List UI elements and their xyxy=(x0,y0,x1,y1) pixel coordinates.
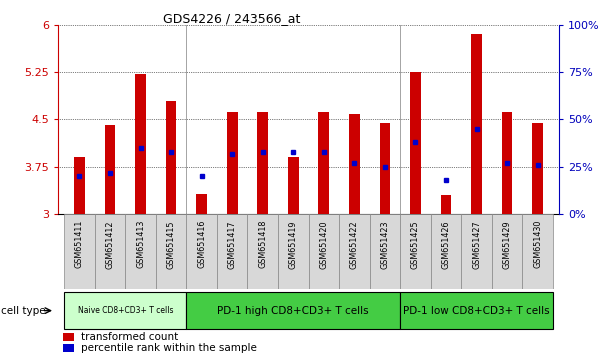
Bar xyxy=(63,344,73,352)
Bar xyxy=(95,214,125,289)
Bar xyxy=(288,157,299,214)
Bar xyxy=(339,214,370,289)
Text: GSM651423: GSM651423 xyxy=(381,220,389,269)
Bar xyxy=(400,214,431,289)
Bar xyxy=(196,194,207,214)
Bar xyxy=(104,125,115,214)
Bar xyxy=(186,214,217,289)
Bar xyxy=(532,122,543,214)
Bar xyxy=(227,112,238,214)
Text: GSM651418: GSM651418 xyxy=(258,220,267,268)
Bar xyxy=(135,74,146,214)
Text: GSM651427: GSM651427 xyxy=(472,220,481,269)
Text: percentile rank within the sample: percentile rank within the sample xyxy=(81,343,257,353)
Bar xyxy=(471,34,482,214)
Bar xyxy=(63,333,73,341)
Bar xyxy=(431,214,461,289)
Text: GSM651412: GSM651412 xyxy=(106,220,114,269)
Bar xyxy=(379,122,390,214)
Bar xyxy=(309,214,339,289)
Text: transformed count: transformed count xyxy=(81,332,178,342)
Bar xyxy=(410,72,421,214)
Text: GSM651429: GSM651429 xyxy=(503,220,511,269)
Bar xyxy=(370,214,400,289)
Bar xyxy=(156,214,186,289)
Bar xyxy=(502,112,513,214)
Bar xyxy=(217,214,247,289)
Bar xyxy=(349,114,360,214)
Text: PD-1 low CD8+CD3+ T cells: PD-1 low CD8+CD3+ T cells xyxy=(403,306,550,316)
Text: GSM651426: GSM651426 xyxy=(442,220,450,269)
Text: GSM651417: GSM651417 xyxy=(228,220,236,269)
Bar xyxy=(441,195,452,214)
Bar xyxy=(522,214,553,289)
Bar xyxy=(318,112,329,214)
Text: PD-1 high CD8+CD3+ T cells: PD-1 high CD8+CD3+ T cells xyxy=(218,306,369,316)
Text: GSM651425: GSM651425 xyxy=(411,220,420,269)
Bar xyxy=(64,292,186,329)
Bar xyxy=(278,214,309,289)
Bar xyxy=(257,112,268,214)
Text: cell type: cell type xyxy=(1,306,46,316)
Text: GSM651416: GSM651416 xyxy=(197,220,206,268)
Bar xyxy=(461,214,492,289)
Bar xyxy=(125,214,156,289)
Bar xyxy=(186,292,400,329)
Text: GDS4226 / 243566_at: GDS4226 / 243566_at xyxy=(164,12,301,25)
Text: GSM651419: GSM651419 xyxy=(289,220,298,269)
Text: GSM651430: GSM651430 xyxy=(533,220,542,268)
Text: GSM651411: GSM651411 xyxy=(75,220,84,268)
Text: GSM651422: GSM651422 xyxy=(350,220,359,269)
Text: GSM651415: GSM651415 xyxy=(167,220,175,269)
Bar xyxy=(74,157,85,214)
Bar xyxy=(64,214,95,289)
Text: GSM651420: GSM651420 xyxy=(320,220,328,269)
Bar xyxy=(492,214,522,289)
Bar xyxy=(166,101,177,214)
Bar xyxy=(247,214,278,289)
Bar xyxy=(400,292,553,329)
Text: Naive CD8+CD3+ T cells: Naive CD8+CD3+ T cells xyxy=(78,306,173,315)
Text: GSM651413: GSM651413 xyxy=(136,220,145,268)
